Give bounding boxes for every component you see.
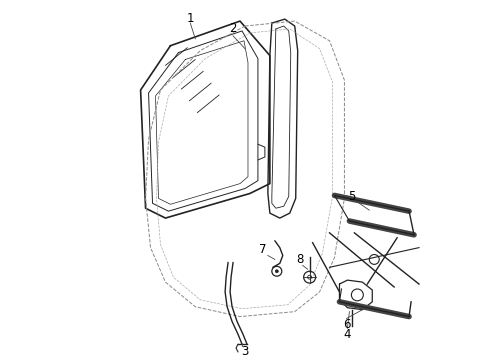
Circle shape bbox=[275, 270, 278, 273]
Text: 4: 4 bbox=[343, 328, 351, 341]
Text: 1: 1 bbox=[187, 12, 194, 24]
Text: 5: 5 bbox=[348, 190, 355, 203]
Text: 3: 3 bbox=[241, 345, 249, 357]
Text: 8: 8 bbox=[296, 253, 303, 266]
Text: 6: 6 bbox=[343, 318, 350, 331]
Text: 2: 2 bbox=[229, 22, 237, 36]
Text: 7: 7 bbox=[259, 243, 267, 256]
